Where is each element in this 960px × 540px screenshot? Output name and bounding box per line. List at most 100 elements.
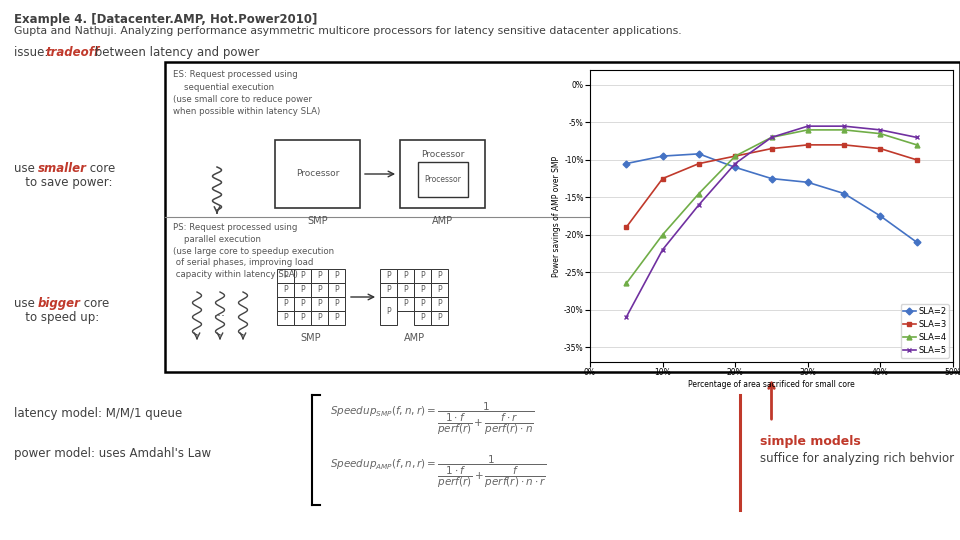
SLA=4 — [802, 127, 813, 133]
Bar — [275, 140, 360, 208]
Line: SLA=4: SLA=4 — [624, 127, 919, 286]
Legend: SLA=2, SLA=3, SLA=4, SLA=5: SLA=2, SLA=3, SLA=4, SLA=5 — [900, 305, 948, 358]
Text: P: P — [403, 300, 408, 308]
Text: P: P — [386, 286, 391, 294]
Text: P: P — [300, 286, 305, 294]
Text: power model: uses Amdahl's Law: power model: uses Amdahl's Law — [14, 447, 211, 460]
Y-axis label: Power savings of AMP over SMP: Power savings of AMP over SMP — [552, 156, 562, 276]
Text: P: P — [420, 272, 425, 280]
Text: P: P — [300, 314, 305, 322]
Bar — [311, 283, 328, 297]
Text: PS: Request processed using
    parallel execution
(use large core to speedup ex: PS: Request processed using parallel exe… — [173, 223, 334, 279]
Text: P: P — [403, 286, 408, 294]
SLA=3 — [620, 224, 632, 231]
SLA=5 — [875, 127, 886, 133]
SLA=5 — [730, 160, 741, 167]
SLA=3 — [766, 145, 778, 152]
Text: core: core — [86, 162, 115, 175]
SLA=3 — [657, 176, 668, 182]
SLA=5 — [838, 123, 850, 130]
SLA=2 — [693, 151, 705, 157]
Bar — [414, 269, 431, 283]
SLA=2 — [620, 160, 632, 167]
Bar — [294, 297, 311, 311]
SLA=2 — [911, 239, 923, 246]
Line: SLA=3: SLA=3 — [624, 143, 919, 230]
Bar — [380, 269, 397, 283]
Text: P: P — [317, 300, 322, 308]
Text: P: P — [420, 286, 425, 294]
Text: use: use — [14, 162, 38, 175]
Bar — [277, 311, 294, 325]
SLA=2 — [730, 164, 741, 171]
Text: $\mathit{Speedup}_{SMP}(f,n,r) = \dfrac{1}{\dfrac{1\cdot f}{perf(r)} + \dfrac{f : $\mathit{Speedup}_{SMP}(f,n,r) = \dfrac{… — [330, 400, 535, 436]
X-axis label: Percentage of area sacrificed for small core: Percentage of area sacrificed for small … — [688, 380, 854, 389]
Text: SMP: SMP — [300, 333, 322, 343]
Bar — [397, 269, 414, 283]
Text: P: P — [437, 314, 442, 322]
Text: P: P — [283, 286, 288, 294]
Bar — [414, 283, 431, 297]
Bar — [431, 269, 448, 283]
Text: to speed up:: to speed up: — [14, 311, 99, 324]
Bar — [397, 283, 414, 297]
SLA=3 — [838, 141, 850, 148]
Bar — [294, 283, 311, 297]
Text: $\mathit{Speedup}_{AMP}(f,n,r) = \dfrac{1}{\dfrac{1\cdot f}{perf(r)} + \dfrac{f}: $\mathit{Speedup}_{AMP}(f,n,r) = \dfrac{… — [330, 453, 547, 490]
Bar — [328, 269, 345, 283]
Text: P: P — [300, 300, 305, 308]
SLA=5 — [657, 246, 668, 253]
Text: latency model: M/M/1 queue: latency model: M/M/1 queue — [14, 407, 182, 420]
SLA=4 — [693, 190, 705, 197]
Text: P: P — [437, 300, 442, 308]
Text: P: P — [420, 314, 425, 322]
Text: AMP: AMP — [432, 216, 453, 226]
SLA=4 — [730, 153, 741, 159]
Text: P: P — [334, 272, 339, 280]
SLA=5 — [693, 201, 705, 208]
SLA=4 — [875, 130, 886, 137]
Bar — [431, 283, 448, 297]
Text: P: P — [317, 272, 322, 280]
Text: P: P — [283, 314, 288, 322]
Text: Processor: Processor — [424, 175, 462, 184]
Bar — [328, 311, 345, 325]
SLA=4 — [620, 280, 632, 287]
Text: tradeoff: tradeoff — [45, 46, 99, 59]
Text: between latency and power: between latency and power — [91, 46, 259, 59]
Text: core: core — [80, 297, 109, 310]
Bar — [311, 297, 328, 311]
SLA=5 — [620, 314, 632, 320]
Bar — [414, 297, 431, 311]
Text: bigger: bigger — [38, 297, 81, 310]
SLA=2 — [766, 176, 778, 182]
Text: to save power:: to save power: — [14, 176, 112, 189]
Text: P: P — [283, 300, 288, 308]
SLA=3 — [875, 145, 886, 152]
SLA=3 — [730, 153, 741, 159]
Bar — [380, 283, 397, 297]
Bar — [311, 311, 328, 325]
Bar — [294, 311, 311, 325]
Text: Processor: Processor — [420, 150, 465, 159]
SLA=2 — [657, 153, 668, 159]
Bar — [431, 297, 448, 311]
Text: P: P — [317, 314, 322, 322]
Text: smaller: smaller — [38, 162, 86, 175]
SLA=5 — [766, 134, 778, 140]
Text: P: P — [283, 272, 288, 280]
Text: P: P — [334, 314, 339, 322]
Bar — [328, 283, 345, 297]
Line: SLA=5: SLA=5 — [624, 124, 919, 320]
SLA=2 — [875, 213, 886, 219]
SLA=2 — [838, 190, 850, 197]
Text: SMP: SMP — [307, 216, 327, 226]
Bar — [165, 62, 960, 372]
Text: Gupta and Nathuji. Analyzing performance asymmetric multicore processors for lat: Gupta and Nathuji. Analyzing performance… — [14, 26, 682, 36]
Text: P: P — [317, 286, 322, 294]
SLA=2 — [802, 179, 813, 186]
Text: P: P — [386, 272, 391, 280]
Text: P: P — [437, 286, 442, 294]
SLA=4 — [838, 127, 850, 133]
Text: P: P — [386, 307, 391, 315]
